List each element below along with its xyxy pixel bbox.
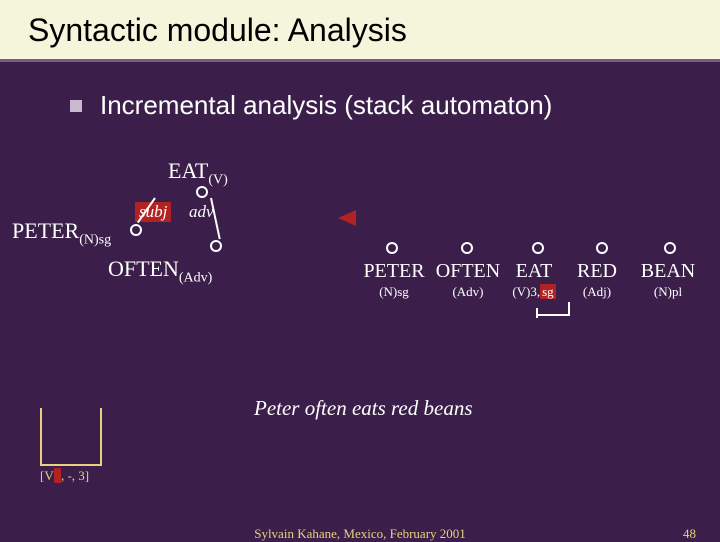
stack-label: [V , -, 3] xyxy=(40,468,89,484)
seq-word-4: BEAN xyxy=(632,260,704,283)
node-peter xyxy=(130,224,142,236)
seq-word-0: PETER xyxy=(358,260,430,283)
seq-sub-3: (Adj) xyxy=(568,284,626,300)
tree-eat-label: EAT xyxy=(168,158,208,183)
diagram-area: EAT(V) subj adv PETER(N)sg OFTEN(Adv) PE… xyxy=(0,140,720,400)
seq-sub-0: (N)sg xyxy=(358,284,430,300)
tree-often: OFTEN(Adv) xyxy=(108,256,212,286)
tree-peter: PETER(N)sg xyxy=(12,218,111,248)
seq-node-1 xyxy=(461,242,473,254)
stack-box xyxy=(40,408,102,466)
seq-node-0 xyxy=(386,242,398,254)
bullet-icon xyxy=(70,100,82,112)
tree-peter-sub: (N)sg xyxy=(79,232,111,247)
tree-peter-label: PETER xyxy=(12,218,79,243)
seq-sub-4: (N)pl xyxy=(632,284,704,300)
bullet-row: Incremental analysis (stack automaton) xyxy=(70,90,720,121)
node-eat xyxy=(196,186,208,198)
title-bar: Syntactic module: Analysis xyxy=(0,0,720,62)
tree-eat-sub: (V) xyxy=(208,172,227,187)
seq-node-4 xyxy=(664,242,676,254)
tree-often-label: OFTEN xyxy=(108,256,179,281)
node-often xyxy=(210,240,222,252)
tree-eat: EAT(V) xyxy=(168,158,228,188)
carriage-stem xyxy=(536,308,538,318)
example-sentence: Peter often eats red beans xyxy=(254,396,473,421)
seq-word-2: EAT xyxy=(506,260,562,283)
slide-title: Syntactic module: Analysis xyxy=(28,12,692,49)
carriage-mark xyxy=(536,302,570,316)
arrow-icon xyxy=(338,210,356,226)
seq-sub-2: (V)3,sg xyxy=(504,284,564,300)
seq-node-2 xyxy=(532,242,544,254)
seq-word-1: OFTEN xyxy=(432,260,504,283)
seq-word-3: RED xyxy=(568,260,626,283)
bullet-text: Incremental analysis (stack automaton) xyxy=(100,90,552,121)
seq-sub-1: (Adv) xyxy=(432,284,504,300)
seq-node-3 xyxy=(596,242,608,254)
tree-often-sub: (Adv) xyxy=(179,270,212,285)
